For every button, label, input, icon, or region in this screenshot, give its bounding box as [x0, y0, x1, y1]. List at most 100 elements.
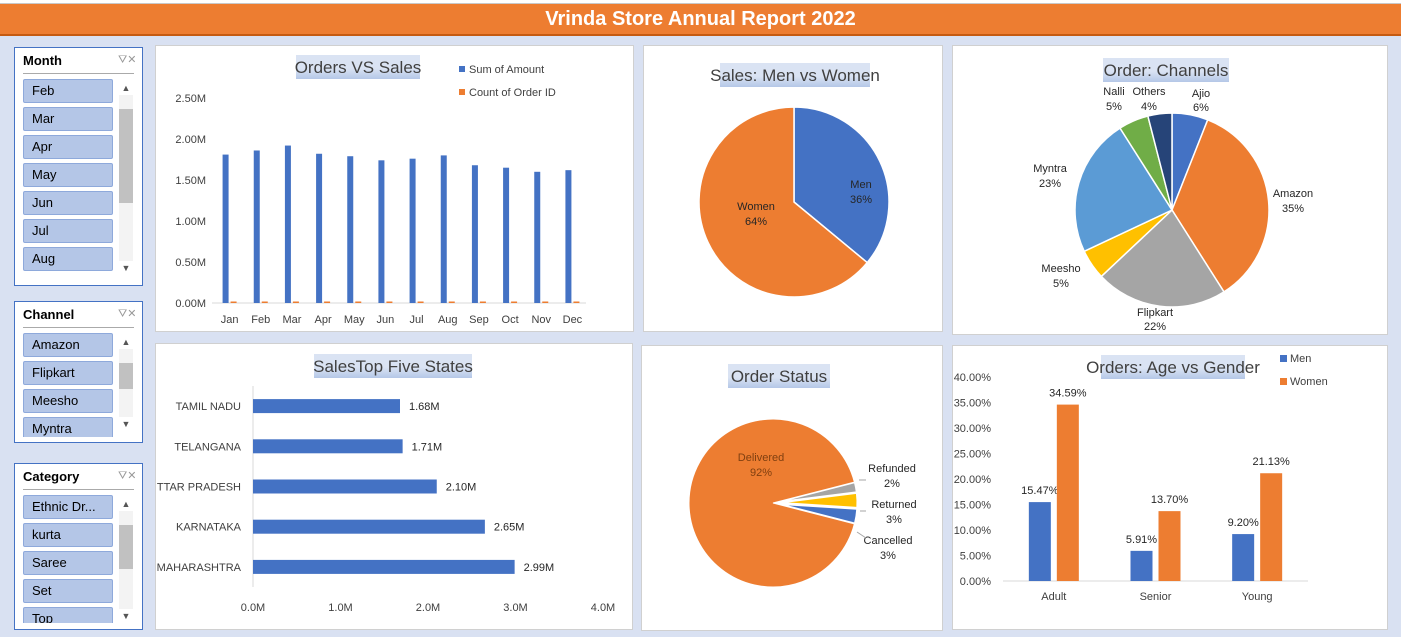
scroll-thumb[interactable]	[119, 363, 133, 389]
bar-sum-of-amount-jan	[222, 154, 229, 303]
category-item-top[interactable]: Top	[23, 607, 113, 623]
scroll-up-icon[interactable]: ▲	[121, 499, 131, 509]
clear-filter-icon[interactable]: ⛛✕	[118, 308, 137, 320]
channel-slicer-items: Amazon Flipkart Meesho Myntra	[23, 333, 113, 437]
orders-vs-sales-chart: Orders VS Sales 0.00M 0.50M 1.00M 1.50M 2.00M…	[175, 55, 586, 326]
scroll-track[interactable]	[119, 511, 133, 609]
scroll-down-icon[interactable]: ▼	[121, 263, 131, 273]
month-item-jul[interactable]: Jul	[23, 219, 113, 243]
clear-filter-icon[interactable]: ⛛✕	[118, 54, 137, 66]
scroll-track[interactable]	[119, 95, 133, 261]
scroll-up-icon[interactable]: ▲	[121, 83, 131, 93]
x-tick-label: Oct	[502, 314, 519, 326]
channel-item-myntra[interactable]: Myntra	[23, 417, 113, 437]
pct-amazon: 35%	[1282, 203, 1304, 215]
x-tick-label: Jan	[221, 314, 239, 326]
top-five-states-chart: SalesTop Five States TAMIL NADU 1.68M TELAN…	[156, 354, 615, 614]
month-scrollbar[interactable]: ▲ ▼	[119, 81, 133, 275]
orders-vs-sales-panel[interactable]: Orders VS Sales 0.00M 0.50M 1.00M 1.50M 2.00M…	[155, 45, 634, 332]
bar-sum-of-amount-sep	[471, 165, 478, 303]
label-refunded: Refunded	[868, 463, 916, 475]
channel-slicer-title: Channel	[23, 307, 75, 322]
category-slicer-header: Category ⛛✕	[23, 464, 137, 490]
x-tick-label: 0.0M	[241, 602, 265, 614]
x-tick-label: 1.0M	[328, 602, 352, 614]
channel-item-meesho[interactable]: Meesho	[23, 389, 113, 413]
channel-scrollbar[interactable]: ▲ ▼	[119, 335, 133, 431]
category-item-set[interactable]: Set	[23, 579, 113, 603]
bar-sum-of-amount-apr	[316, 153, 323, 303]
orders-vs-sales-title: Orders VS Sales	[295, 58, 422, 77]
x-tick-label: Nov	[531, 314, 551, 326]
y-tick-label: 1.00M	[175, 216, 206, 228]
legend-label: Women	[1290, 376, 1328, 388]
legend-label: Count of Order ID	[469, 87, 556, 99]
month-item-mar[interactable]: Mar	[23, 107, 113, 131]
spreadsheet-gridlines	[0, 0, 1401, 4]
label-women: Women	[737, 201, 775, 213]
value-label: 1.68M	[409, 401, 440, 413]
month-item-apr[interactable]: Apr	[23, 135, 113, 159]
scroll-down-icon[interactable]: ▼	[121, 611, 131, 621]
channel-item-amazon[interactable]: Amazon	[23, 333, 113, 357]
bar-tamil-nadu	[253, 399, 400, 414]
y-tick-label: 0.00%	[960, 576, 991, 588]
y-tick-label: 2.00M	[175, 134, 206, 146]
scroll-track[interactable]	[119, 349, 133, 417]
y-tick-label: 15.00%	[954, 500, 992, 512]
x-tick-label: Jul	[410, 314, 424, 326]
y-tick-label: 0.50M	[175, 257, 206, 269]
bar-women-young	[1260, 473, 1283, 581]
category-slicer-items: Ethnic Dr... kurta Saree Set Top	[23, 495, 113, 623]
status-slice-returned	[782, 492, 858, 508]
label-myntra: Myntra	[1033, 163, 1068, 175]
value-label: 2.65M	[494, 522, 525, 534]
month-item-feb[interactable]: Feb	[23, 79, 113, 103]
channel-item-flipkart[interactable]: Flipkart	[23, 361, 113, 385]
bar-sum-of-amount-jul	[409, 158, 416, 303]
data-label: 21.13%	[1253, 456, 1291, 468]
month-item-jun[interactable]: Jun	[23, 191, 113, 215]
month-slicer: Month ⛛✕ Feb Mar Apr May Jun Jul Aug ▲ ▼	[14, 47, 143, 286]
category-scrollbar[interactable]: ▲ ▼	[119, 497, 133, 623]
bar-uttar-pradesh	[253, 479, 437, 494]
order-channels-panel[interactable]: Order: Channels Ajio 6% Amazon 35% Flipkart 22…	[952, 45, 1388, 335]
x-tick-label: Jun	[377, 314, 395, 326]
bar-sum-of-amount-oct	[503, 167, 510, 303]
legend-swatch-women	[1280, 378, 1287, 385]
order-channels-title-bg	[1103, 58, 1229, 82]
sales-men-women-panel[interactable]: Sales: Men vs Women Men 36% Women 64%	[643, 45, 943, 332]
pct-cancelled: 3%	[880, 550, 896, 562]
y-tick-label: 25.00%	[954, 449, 992, 461]
age-vs-gender-title: Orders: Age vs Gender	[1086, 358, 1260, 377]
age-vs-gender-panel[interactable]: Orders: Age vs Gender 0.00% 5.00% 10.00% 15.…	[952, 345, 1388, 630]
bar-sum-of-amount-jun	[378, 160, 385, 303]
bar-sum-of-amount-nov	[534, 171, 541, 303]
scroll-down-icon[interactable]: ▼	[121, 419, 131, 429]
category-item-kurta[interactable]: kurta	[23, 523, 113, 547]
order-status-panel[interactable]: Order Status Delivered 92% Refunded 2% Return…	[641, 345, 943, 631]
top-five-states-panel[interactable]: SalesTop Five States TAMIL NADU 1.68M TELAN…	[155, 343, 633, 630]
label-meesho: Meesho	[1041, 263, 1080, 275]
scroll-thumb[interactable]	[119, 525, 133, 569]
bar-men-senior	[1130, 550, 1153, 581]
bar-count-of-order-apr	[324, 301, 331, 303]
state-label: KARNATAKA	[176, 522, 242, 534]
scroll-thumb[interactable]	[119, 109, 133, 203]
category-item-saree[interactable]: Saree	[23, 551, 113, 575]
bar-count-of-order-feb	[261, 301, 268, 303]
clear-filter-icon[interactable]: ⛛✕	[118, 470, 137, 482]
value-label: 1.71M	[412, 441, 443, 453]
category-item-ethnic-dress[interactable]: Ethnic Dr...	[23, 495, 113, 519]
pct-delivered: 92%	[750, 467, 772, 479]
pct-others: 4%	[1141, 101, 1157, 113]
month-item-may[interactable]: May	[23, 163, 113, 187]
scroll-up-icon[interactable]: ▲	[121, 337, 131, 347]
label-flipkart: Flipkart	[1137, 307, 1173, 319]
month-item-aug[interactable]: Aug	[23, 247, 113, 271]
label-others: Others	[1132, 86, 1166, 98]
bar-count-of-order-may	[355, 301, 362, 303]
legend-swatch-1	[459, 89, 465, 95]
gender-slice-women	[698, 106, 869, 298]
orders-vs-sales-title-bg	[296, 55, 420, 79]
